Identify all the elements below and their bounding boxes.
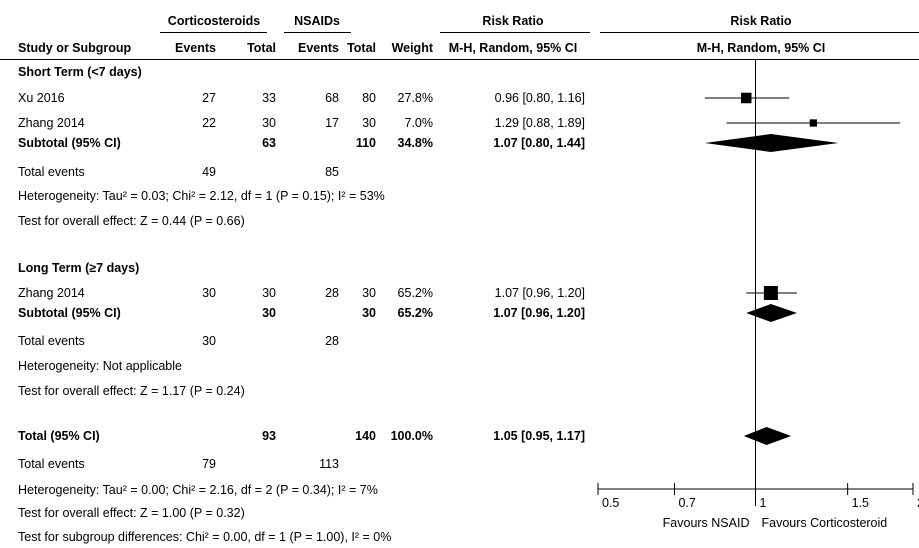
x-tick-label: 1.5 <box>852 496 869 510</box>
ci-value: 1.07 [0.96, 1.20] <box>493 306 585 320</box>
events-group1: 49 <box>202 165 216 179</box>
total-group2: 80 <box>362 91 376 105</box>
row-label: Zhang 2014 <box>18 286 85 300</box>
row-label: Heterogeneity: Not applicable <box>18 359 182 373</box>
total-group2: 140 <box>355 429 376 443</box>
events-group1: 22 <box>202 116 216 130</box>
ci-value: 1.07 [0.80, 1.44] <box>493 136 585 150</box>
row-label: Total events <box>18 334 85 348</box>
total-group2: 110 <box>355 136 376 150</box>
total-group1: 30 <box>262 306 276 320</box>
ci-value: 1.29 [0.88, 1.89] <box>494 116 585 130</box>
events-group2: 28 <box>325 334 339 348</box>
ci-value: 0.96 [0.80, 1.16] <box>494 91 585 105</box>
pooled-estimate-diamond <box>743 427 792 445</box>
row-label: Short Term (<7 days) <box>18 65 142 79</box>
row-label: Heterogeneity: Tau² = 0.03; Chi² = 2.12,… <box>18 189 385 203</box>
row-label: Total events <box>18 165 85 179</box>
header-group1: Corticosteroids <box>167 14 261 28</box>
ci-value: 1.05 [0.95, 1.17] <box>493 429 585 443</box>
row-label: Zhang 2014 <box>18 116 85 130</box>
row-label: Long Term (≥7 days) <box>18 261 140 275</box>
events-group1: 27 <box>202 91 216 105</box>
total-group1: 63 <box>262 136 276 150</box>
row-label: Total (95% CI) <box>18 429 100 443</box>
favours-left-label: Favours NSAID <box>663 516 750 530</box>
weight-value: 65.2% <box>397 306 433 320</box>
pooled-estimate-diamond <box>704 134 839 152</box>
favours-right-label: Favours Corticosteroid <box>762 516 888 530</box>
study-estimate-square <box>809 119 817 127</box>
events-group2: 85 <box>325 165 339 179</box>
row-label: Xu 2016 <box>18 91 65 105</box>
header-effect-left: Risk Ratio <box>482 14 544 28</box>
row-label: Total events <box>18 457 85 471</box>
row-label: Test for subgroup differences: Chi² = 0.… <box>18 530 392 544</box>
row-label: Subtotal (95% CI) <box>18 136 121 150</box>
group1-underline <box>160 32 267 33</box>
weight-value: 34.8% <box>397 136 433 150</box>
col-method-right: M-H, Random, 95% CI <box>696 41 826 55</box>
total-group1: 30 <box>262 286 276 300</box>
x-tick-label: 2 <box>917 496 919 510</box>
ci-value: 1.07 [0.96, 1.20] <box>494 286 585 300</box>
col-study: Study or Subgroup <box>18 41 132 55</box>
col-events2: Events <box>298 41 339 55</box>
header-effect-right: Risk Ratio <box>730 14 792 28</box>
row-label: Test for overall effect: Z = 0.44 (P = 0… <box>18 214 245 228</box>
header-rule <box>0 59 919 60</box>
events-group1: 30 <box>202 334 216 348</box>
total-group2: 30 <box>362 306 376 320</box>
events-group2: 113 <box>319 457 339 471</box>
total-group2: 30 <box>362 286 376 300</box>
total-group2: 30 <box>362 116 376 130</box>
group2-underline <box>284 32 351 33</box>
weight-value: 7.0% <box>404 116 434 130</box>
total-group1: 33 <box>262 91 276 105</box>
weight-value: 27.8% <box>397 91 433 105</box>
col-weight: Weight <box>391 41 433 55</box>
x-tick-label: 1 <box>760 496 767 510</box>
weight-value: 100.0% <box>390 429 433 443</box>
events-group2: 68 <box>325 91 339 105</box>
study-estimate-square <box>763 286 778 300</box>
col-events1: Events <box>175 41 216 55</box>
weight-value: 65.2% <box>397 286 433 300</box>
row-label: Test for overall effect: Z = 1.17 (P = 0… <box>18 384 245 398</box>
header-group2: NSAIDs <box>294 14 340 28</box>
row-label: Subtotal (95% CI) <box>18 306 121 320</box>
row-label: Heterogeneity: Tau² = 0.00; Chi² = 2.16,… <box>18 483 378 497</box>
events-group2: 17 <box>325 116 339 130</box>
col-total2: Total <box>347 41 376 55</box>
col-total1: Total <box>247 41 276 55</box>
x-tick-label: 0.5 <box>602 496 619 510</box>
study-estimate-square <box>740 92 752 104</box>
effect-right-underline <box>600 32 919 33</box>
col-method-left: M-H, Random, 95% CI <box>448 41 578 55</box>
pooled-estimate-diamond <box>746 304 797 322</box>
effect-left-underline <box>440 32 590 33</box>
row-label: Test for overall effect: Z = 1.00 (P = 0… <box>18 506 245 520</box>
total-group1: 30 <box>262 116 276 130</box>
events-group1: 79 <box>202 457 216 471</box>
x-tick-label: 0.7 <box>678 496 695 510</box>
events-group2: 28 <box>325 286 339 300</box>
total-group1: 93 <box>262 429 276 443</box>
events-group1: 30 <box>202 286 216 300</box>
